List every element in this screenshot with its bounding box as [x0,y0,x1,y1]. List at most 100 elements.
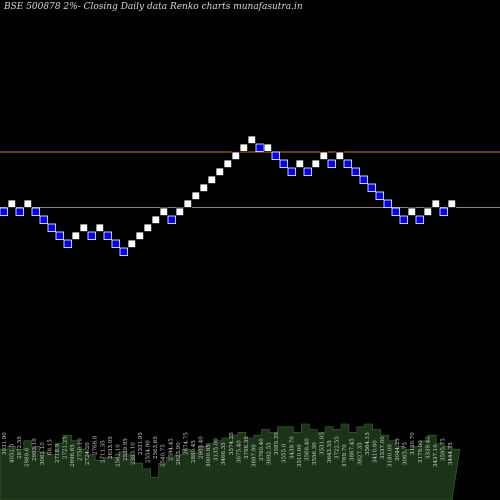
volume-label: 2903.40 [199,436,205,459]
volume-label: 3574.25 [229,432,235,455]
down-brick [415,215,424,224]
up-brick [319,151,328,160]
renko-bricks [0,135,456,256]
down-brick [255,143,264,152]
volume-label: 2633.05 [108,436,114,459]
up-brick [431,199,440,208]
up-brick [423,207,432,216]
volume-area [0,423,461,500]
volume-label: 2711.35 [100,440,106,463]
volume-label: 3150.70 [410,432,416,455]
volume-label: 2768.8 [93,435,99,455]
down-brick [375,191,384,200]
down-brick [383,199,392,208]
volume-label: 3466.35 [221,442,227,465]
volume-label: 3627.35 [357,442,363,465]
volume-label: 2718.9 [55,443,61,463]
up-brick [183,199,192,208]
volume-label: 2562.10 [115,444,121,467]
up-brick [159,207,168,216]
volume-label: 3692.55 [267,442,273,465]
up-brick [79,223,88,232]
volume-label: 4052.5 [10,443,16,463]
volume-label: 3643.55 [327,440,333,463]
down-brick [271,151,280,160]
up-brick [239,143,248,152]
volume-label: 2724.20 [85,442,91,465]
down-brick [39,215,48,224]
volume-label: 3439.70 [289,436,295,459]
volume-label: 3564.15 [365,432,371,455]
volume-label: 2993.10 [32,438,38,461]
down-brick [359,175,368,184]
down-brick [439,207,448,216]
down-brick [327,159,336,168]
down-brick [47,223,56,232]
volume-label: 3798.35 [244,436,250,459]
up-brick [407,207,416,216]
volume-area [0,423,461,500]
down-brick [111,239,120,248]
up-brick [199,183,208,192]
volume-label: 68.15 [47,439,53,455]
up-brick [263,143,272,152]
up-brick [447,199,456,208]
chart-title: BSE 500878 2%- Closing Daily data Renko … [4,2,303,12]
volume-label: 2889.45 [191,440,197,463]
volume-label: 3410.80 [372,440,378,463]
down-brick [167,215,176,224]
volume-label: 3044.25 [395,438,401,461]
up-brick [135,231,144,240]
up-brick [151,215,160,224]
volume-label: 2383.10 [131,442,137,465]
up-brick [231,151,240,160]
down-brick [343,159,352,168]
up-brick [143,223,152,232]
up-brick [207,175,216,184]
down-brick [55,231,64,240]
volume-label: 3531.85 [319,432,325,455]
down-brick [279,159,288,168]
up-brick [311,159,320,168]
down-brick [63,239,72,248]
down-brick [15,207,24,216]
volume-label: 3180.00 [388,444,394,467]
volume-label: 2721.25 [62,436,68,459]
volume-label: 3675.40 [236,440,242,463]
up-brick [335,151,344,160]
volume-label: 3722.55 [335,436,341,459]
up-brick [7,199,16,208]
up-brick [71,231,80,240]
down-brick [367,183,376,192]
volume-label: 2674.75 [183,432,189,455]
volume-label: 3065.75 [403,442,409,465]
volume-label: 2872.55 [17,436,23,459]
down-brick [351,167,360,176]
volume-label: 3179.00 [418,440,424,463]
volume-label: 2696.65 [70,444,76,467]
volume-label: 2989.6 [25,447,31,467]
down-brick [303,167,312,176]
level-lines [0,151,500,208]
volume-label: 2623.90 [176,442,182,465]
volume-label: 3595.75 [440,438,446,461]
volume-label: 2331.95 [138,432,144,455]
down-brick [399,215,408,224]
volume-label: 3031.90 [2,432,8,455]
volume-label: 2563.65 [153,436,159,459]
down-brick [119,247,128,256]
up-brick [23,199,32,208]
volume-label: 3555.0 [282,443,288,463]
volume-label: 2554.90 [146,440,152,463]
volume-label: 3437.10 [433,444,439,467]
volume-label: 3062.10 [40,442,46,465]
volume-label: 2539.95 [123,438,129,461]
volume-label: 3585.35 [274,432,280,455]
up-brick [295,159,304,168]
volume-label: 2594.45 [168,438,174,461]
volume-label: 2540.75 [161,444,167,467]
volume-label: 3337.00 [380,436,386,459]
volume-label: 3339.40 [425,436,431,459]
up-brick [215,167,224,176]
